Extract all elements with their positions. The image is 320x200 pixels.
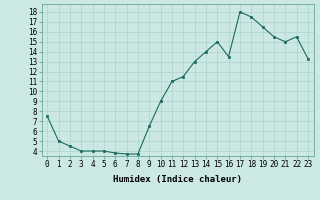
X-axis label: Humidex (Indice chaleur): Humidex (Indice chaleur) <box>113 175 242 184</box>
